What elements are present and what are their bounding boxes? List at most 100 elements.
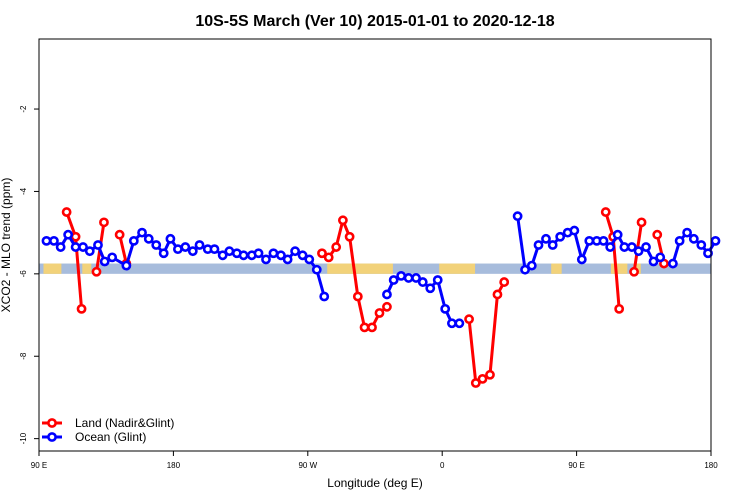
data-point <box>655 252 666 263</box>
data-point <box>520 264 530 275</box>
data-point <box>710 235 721 246</box>
data-point <box>367 322 377 333</box>
data-point <box>63 229 74 240</box>
data-point <box>425 283 436 294</box>
data-point <box>165 233 176 244</box>
x-tick-label: 0 <box>440 461 445 470</box>
data-point <box>447 318 457 329</box>
data-point <box>629 266 639 277</box>
data-point <box>454 318 465 329</box>
data-point <box>143 233 154 244</box>
data-point <box>209 244 220 255</box>
data-point <box>128 235 139 246</box>
x-tick-label: 180 <box>704 461 718 470</box>
data-point <box>137 227 147 238</box>
data-point <box>626 242 637 252</box>
data-point <box>61 207 72 217</box>
data-point <box>682 227 693 238</box>
data-point <box>403 273 414 283</box>
data-point <box>172 244 183 255</box>
data-point <box>512 211 523 222</box>
series-line <box>65 211 84 309</box>
data-point <box>382 289 392 300</box>
data-point <box>317 248 327 259</box>
data-point <box>297 250 308 261</box>
data-point <box>533 240 544 250</box>
data-point <box>359 322 370 333</box>
series-line <box>321 218 388 329</box>
data-point <box>541 233 551 244</box>
data-point <box>417 277 428 287</box>
legend: Land (Nadir&Glint)Ocean (Glint) <box>42 416 174 444</box>
y-tick-label: -8 <box>19 352 28 360</box>
data-point <box>194 240 205 250</box>
y-tick-label: -4 <box>19 187 28 195</box>
x-tick-label: 90 E <box>31 461 47 470</box>
data-point <box>217 250 228 261</box>
band-land <box>82 263 92 274</box>
data-point <box>70 242 81 252</box>
data-point <box>614 303 625 314</box>
data-point <box>84 246 95 257</box>
series-ocean <box>41 211 721 329</box>
data-point <box>224 246 235 257</box>
data-point <box>526 260 537 271</box>
legend-swatch-marker <box>47 418 57 428</box>
data-point <box>180 242 191 252</box>
y-tick-label: -10 <box>19 432 28 444</box>
data-point <box>238 250 249 261</box>
data-point <box>382 301 392 312</box>
data-point <box>268 248 279 259</box>
data-point <box>612 229 623 240</box>
data-point <box>290 246 301 257</box>
plot-series <box>41 207 721 388</box>
data-point <box>477 373 488 384</box>
y-tick-label: -6 <box>19 270 28 278</box>
data-point <box>584 235 595 246</box>
data-point <box>485 369 495 380</box>
data-point <box>99 256 110 267</box>
band-land <box>439 263 476 274</box>
data-point <box>703 248 713 259</box>
data-point <box>555 231 566 242</box>
legend-swatch-marker <box>47 432 57 442</box>
data-point <box>151 240 162 250</box>
data-point <box>331 242 342 252</box>
data-point <box>76 303 87 314</box>
data-point <box>492 289 503 300</box>
data-point <box>55 242 66 252</box>
x-tick-label: 180 <box>167 461 181 470</box>
data-point <box>688 233 699 244</box>
data-point <box>598 235 609 246</box>
data-point <box>253 248 264 259</box>
data-point <box>99 217 109 228</box>
data-point <box>311 264 322 275</box>
data-point <box>652 229 663 240</box>
data-point <box>569 225 580 236</box>
data-point <box>78 242 88 252</box>
x-tick-label: 90 E <box>568 461 584 470</box>
data-point <box>696 240 707 250</box>
data-point <box>158 248 169 259</box>
series-line <box>118 234 128 264</box>
plot-frame <box>38 38 712 452</box>
data-point <box>605 242 616 252</box>
data-point <box>70 231 81 242</box>
data-point <box>374 308 385 318</box>
data-point <box>547 240 558 250</box>
data-point <box>121 260 132 271</box>
data-point <box>636 217 647 228</box>
legend-item-land: Land (Nadir&Glint) <box>42 416 174 430</box>
band-land <box>43 263 62 274</box>
data-point <box>319 291 330 302</box>
x-axis: 90 E 180 90 W 0 90 E 180 <box>31 451 718 470</box>
data-point <box>388 275 399 285</box>
data-point <box>674 235 685 246</box>
data-point <box>576 254 587 265</box>
data-point <box>600 207 611 217</box>
data-point <box>641 242 651 252</box>
data-point <box>304 254 315 265</box>
data-point <box>261 254 271 265</box>
legend-label: Land (Nadir&Glint) <box>75 416 174 430</box>
